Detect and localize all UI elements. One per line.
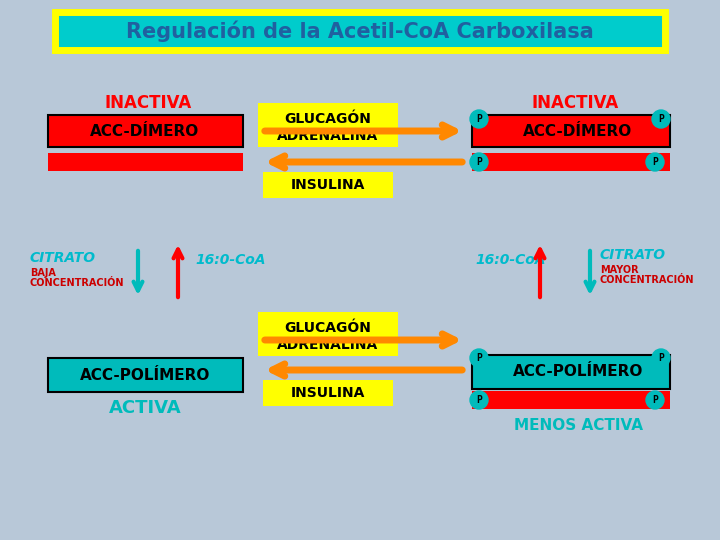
Text: INACTIVA: INACTIVA	[531, 94, 618, 112]
FancyBboxPatch shape	[48, 153, 243, 171]
FancyBboxPatch shape	[472, 355, 670, 389]
Circle shape	[470, 153, 488, 171]
Text: BAJA: BAJA	[30, 268, 56, 278]
FancyBboxPatch shape	[258, 103, 398, 147]
Circle shape	[470, 391, 488, 409]
Text: P: P	[658, 114, 664, 124]
Text: INSULINA: INSULINA	[291, 178, 365, 192]
Text: P: P	[476, 353, 482, 363]
Text: GLUCAGÓN: GLUCAGÓN	[284, 321, 372, 335]
Text: P: P	[658, 353, 664, 363]
Text: GLUCAGÓN: GLUCAGÓN	[284, 112, 372, 126]
Text: P: P	[652, 157, 658, 167]
Text: P: P	[476, 114, 482, 124]
Text: CONCENTRACIÓN: CONCENTRACIÓN	[600, 275, 695, 285]
FancyBboxPatch shape	[55, 12, 665, 50]
FancyBboxPatch shape	[258, 312, 398, 356]
Text: ADRENALINA: ADRENALINA	[277, 338, 379, 352]
Text: INACTIVA: INACTIVA	[104, 94, 192, 112]
Text: Regulación de la Acetil-CoA Carboxilasa: Regulación de la Acetil-CoA Carboxilasa	[126, 20, 594, 42]
Text: P: P	[476, 395, 482, 405]
FancyBboxPatch shape	[263, 380, 393, 406]
Text: CITRATO: CITRATO	[30, 251, 96, 265]
FancyBboxPatch shape	[472, 115, 670, 147]
Text: CONCENTRACIÓN: CONCENTRACIÓN	[30, 278, 125, 288]
Text: MENOS ACTIVA: MENOS ACTIVA	[513, 418, 642, 434]
Circle shape	[652, 110, 670, 128]
Text: ACTIVA: ACTIVA	[109, 399, 181, 417]
Text: 16:0-CoA: 16:0-CoA	[195, 253, 266, 267]
Circle shape	[470, 110, 488, 128]
Text: ACC-DÍMERO: ACC-DÍMERO	[523, 124, 633, 138]
Text: MAYOR: MAYOR	[600, 265, 639, 275]
Text: P: P	[476, 157, 482, 167]
Text: 16:0-CoA: 16:0-CoA	[475, 253, 546, 267]
Circle shape	[652, 349, 670, 367]
Text: ACC-DÍMERO: ACC-DÍMERO	[91, 124, 199, 138]
FancyBboxPatch shape	[263, 172, 393, 198]
FancyBboxPatch shape	[48, 115, 243, 147]
FancyBboxPatch shape	[472, 391, 670, 409]
Text: CITRATO: CITRATO	[600, 248, 666, 262]
FancyBboxPatch shape	[48, 358, 243, 392]
Text: ACC-POLÍMERO: ACC-POLÍMERO	[513, 364, 643, 380]
Text: INSULINA: INSULINA	[291, 386, 365, 400]
Text: ACC-POLÍMERO: ACC-POLÍMERO	[80, 368, 210, 382]
Circle shape	[646, 391, 664, 409]
Circle shape	[470, 349, 488, 367]
FancyBboxPatch shape	[472, 153, 670, 171]
Text: ADRENALINA: ADRENALINA	[277, 129, 379, 143]
Text: P: P	[652, 395, 658, 405]
Circle shape	[646, 153, 664, 171]
